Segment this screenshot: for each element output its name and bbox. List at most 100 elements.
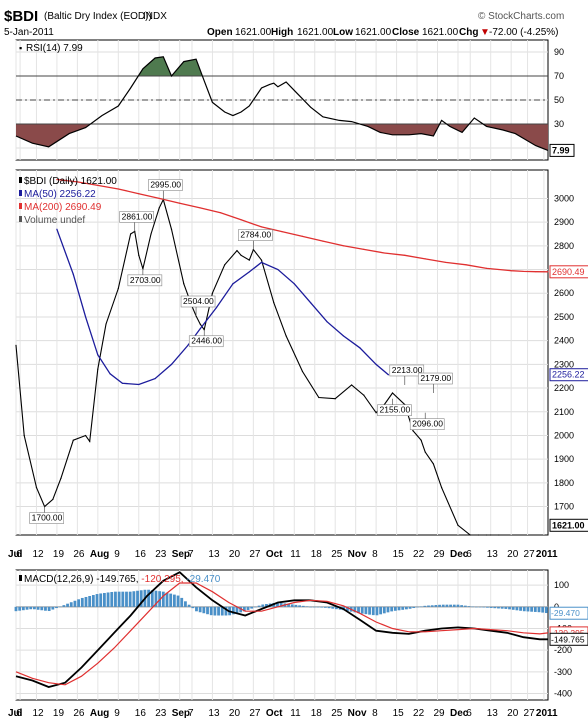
macd-hist-bar	[449, 604, 453, 607]
macd-hist-bar	[497, 606, 500, 609]
x-tick-label: 13	[208, 549, 220, 560]
macd-hist-bar	[55, 606, 58, 609]
legend-swatch	[19, 190, 22, 196]
x-tick-label: 22	[413, 708, 425, 719]
data-point	[105, 323, 107, 325]
macd-hist-bar	[14, 606, 18, 612]
data-point	[310, 302, 312, 304]
macd-hist-bar	[405, 606, 408, 610]
macd-hist-bar	[176, 595, 180, 607]
data-point	[220, 212, 222, 214]
annotation-box	[238, 229, 273, 241]
data-point	[199, 207, 201, 209]
macd-hist-bar	[316, 606, 320, 608]
x-tick-label: 25	[331, 708, 343, 719]
data-point	[117, 188, 119, 190]
data-point	[117, 287, 119, 290]
macd-hist-bar	[500, 606, 504, 609]
chart-panels: 10305070907.99▪ RSI(14) 7.99170018001900…	[8, 39, 588, 719]
macd-hist-bar	[29, 606, 33, 610]
macd-hist-bar	[544, 606, 548, 614]
macd-hist-bar	[209, 606, 213, 616]
data-point	[138, 254, 140, 256]
macd-hist-bar	[419, 606, 423, 608]
macd-hist-bar	[51, 606, 55, 610]
x-tick-label: 2011	[536, 549, 558, 560]
macd-hist-bar	[47, 606, 51, 612]
data-point	[236, 249, 238, 252]
x-tick-label: 2011	[536, 708, 558, 719]
data-point	[469, 534, 471, 536]
macd-hist-bar	[250, 606, 254, 609]
annotation-box	[127, 274, 163, 287]
annotation-box	[29, 512, 64, 524]
x-tick-label: 8	[372, 549, 378, 560]
data-point	[260, 226, 263, 228]
data-point	[138, 193, 140, 195]
y-tick-label: 2500	[554, 312, 574, 322]
macd-hist-bar	[158, 591, 162, 607]
macd-hist-bar	[438, 604, 441, 607]
data-point	[183, 283, 185, 285]
macd-hist-bar	[106, 592, 110, 607]
x-tick-label: 20	[507, 708, 519, 719]
x-tick-label: 6	[466, 549, 472, 560]
macd-hist-bar	[309, 606, 313, 608]
ohlc-readout: Open 1621.00 High 1621.00 Low 1621.00 Cl…	[207, 27, 558, 38]
close-value: 1621.00	[422, 27, 459, 38]
macd-hist-bar	[368, 606, 371, 615]
legend-swatch	[19, 216, 22, 222]
x-tick-label: Nov	[348, 549, 367, 560]
macd-hist-bar	[33, 606, 36, 610]
data-point	[424, 451, 426, 453]
macd-hist-bar	[110, 591, 114, 607]
macd-hist-bar	[441, 604, 445, 607]
data-point	[248, 259, 250, 261]
annotation-box	[188, 335, 224, 348]
x-tick-label: 27	[249, 549, 261, 560]
rsi-last-value-box	[549, 143, 575, 157]
data-point	[129, 233, 132, 235]
macd-hist-bar	[231, 606, 235, 615]
macd-hist-bar	[526, 606, 530, 612]
data-point	[232, 283, 234, 285]
data-point	[260, 259, 263, 261]
x-tick-label: Dec	[450, 549, 469, 560]
macd-legend: MACD(12,26,9) -149.765, -120.295, -29.47…	[24, 574, 221, 585]
macd-hist-bar	[287, 603, 290, 607]
macd-hist-bar	[371, 606, 375, 616]
x-tick-label: 11	[290, 708, 301, 719]
x-tick-label: 25	[331, 549, 343, 560]
macd-hist-bar	[541, 606, 545, 613]
y-tick-label: 100	[554, 580, 569, 590]
macd-hist-bar	[239, 606, 243, 613]
y-tick-label: 1700	[554, 502, 574, 512]
x-tick-label: 8	[372, 708, 378, 719]
macd-hist-bar	[80, 597, 84, 607]
series-bdi	[15, 198, 499, 536]
macd-hist-bar	[515, 606, 519, 611]
x-tick-label: 12	[32, 708, 44, 719]
macd-hist-bar	[412, 606, 416, 609]
x-tick-label: 6	[16, 708, 22, 719]
index-name: (Baltic Dry Index (EOD))	[44, 11, 152, 22]
data-point	[97, 354, 99, 356]
macd-hist-bar	[161, 591, 165, 607]
macd-hist-bar	[40, 606, 44, 611]
panel-2: 1700 1800 1900 2000 2100 2200 2300 2400 2500 2600…	[15, 169, 588, 536]
panel-frame	[15, 569, 549, 701]
data-point	[211, 292, 214, 294]
macd-hist-bar	[184, 601, 187, 607]
macd-hist-bar	[508, 606, 511, 610]
macd-hist-bar	[195, 606, 198, 612]
macd-hist-bar	[36, 606, 40, 610]
macd-hist-bar	[172, 594, 176, 607]
y-tick-label: 30	[554, 119, 564, 129]
macd-hist-bar	[114, 591, 117, 607]
price-annotation: 2446.00	[191, 336, 222, 346]
y-tick-label: 90	[554, 47, 564, 57]
legend-swatch	[19, 575, 22, 581]
x-tick-label: 13	[487, 708, 499, 719]
data-point	[84, 434, 87, 437]
y-tick-label: 1800	[554, 478, 574, 488]
